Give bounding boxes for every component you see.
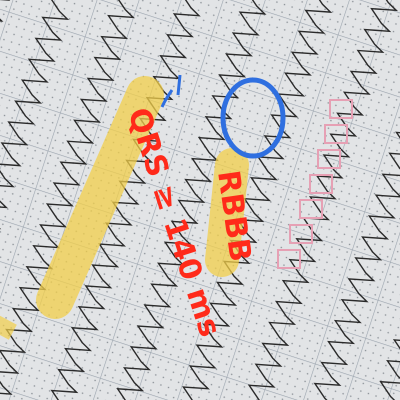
ecg-trace bbox=[0, 0, 211, 400]
blue-circle bbox=[220, 77, 286, 159]
highlight bbox=[205, 148, 249, 277]
ecg-trace bbox=[231, 0, 400, 400]
ecg-trace bbox=[0, 0, 152, 400]
pink-boxes bbox=[277, 99, 353, 269]
highlight bbox=[0, 315, 17, 340]
highlight bbox=[36, 76, 164, 319]
ecg-trace bbox=[0, 0, 270, 400]
ecg-trace bbox=[172, 0, 400, 400]
blue-arrow bbox=[160, 74, 182, 108]
ecg-trace bbox=[55, 0, 329, 400]
ecg-trace bbox=[114, 0, 388, 400]
